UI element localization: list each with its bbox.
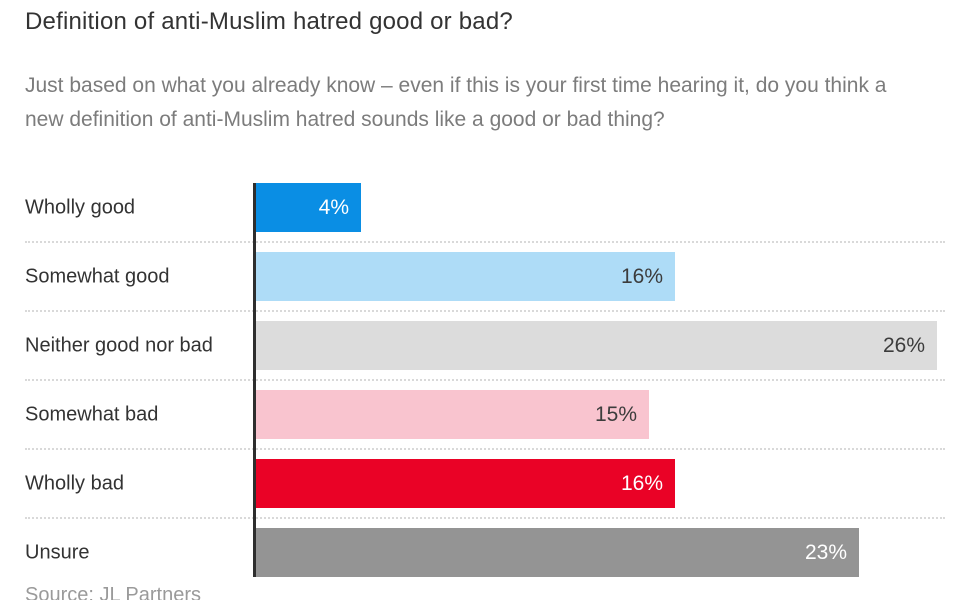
bar-wholly-bad: 16% bbox=[256, 459, 675, 508]
bar-unsure: 23% bbox=[256, 528, 859, 577]
category-label: Neither good nor bad bbox=[25, 334, 213, 356]
value-label: 23% bbox=[804, 540, 847, 564]
y-axis-line bbox=[253, 183, 256, 577]
chart-row-somewhat-bad: Somewhat bad 15% bbox=[0, 390, 965, 439]
category-label: Wholly good bbox=[25, 196, 136, 218]
row-separator bbox=[25, 379, 945, 381]
value-label: 16% bbox=[620, 471, 663, 495]
bar-neither-good-nor-bad: 26% bbox=[256, 321, 937, 370]
row-separator bbox=[25, 448, 945, 450]
category-label: Unsure bbox=[25, 541, 90, 563]
row-separator bbox=[25, 517, 945, 519]
bar-track: 16% bbox=[256, 459, 965, 508]
bar-somewhat-bad: 15% bbox=[256, 390, 649, 439]
chart-row-wholly-good: Wholly good 4% bbox=[0, 183, 965, 232]
chart-subtitle: Just based on what you already know – ev… bbox=[25, 74, 887, 131]
chart-title: Definition of anti-Muslim hatred good or… bbox=[25, 8, 513, 35]
chart-row-wholly-bad: Wholly bad 16% bbox=[0, 459, 965, 508]
category-label: Somewhat bad bbox=[25, 403, 159, 425]
bar-track: 15% bbox=[256, 390, 965, 439]
value-label: 16% bbox=[620, 264, 663, 288]
bar-track: 16% bbox=[256, 252, 965, 301]
value-label: 4% bbox=[318, 195, 349, 219]
chart-row-unsure: Unsure 23% bbox=[0, 528, 965, 577]
row-separator bbox=[25, 310, 945, 312]
bar-wholly-good: 4% bbox=[256, 183, 361, 232]
bar-chart: Wholly good 4% Somewhat good 16% Neither… bbox=[0, 183, 965, 577]
value-label: 15% bbox=[594, 402, 637, 426]
value-label: 26% bbox=[882, 333, 925, 357]
chart-source: Source: JL Partners bbox=[25, 584, 202, 600]
bar-somewhat-good: 16% bbox=[256, 252, 675, 301]
bar-track: 4% bbox=[256, 183, 965, 232]
bar-track: 26% bbox=[256, 321, 965, 370]
chart-row-somewhat-good: Somewhat good 16% bbox=[0, 252, 965, 301]
bar-track: 23% bbox=[256, 528, 965, 577]
row-separator bbox=[25, 241, 945, 243]
category-label: Wholly bad bbox=[25, 472, 124, 494]
category-label: Somewhat good bbox=[25, 265, 170, 287]
chart-row-neither: Neither good nor bad 26% bbox=[0, 321, 965, 370]
